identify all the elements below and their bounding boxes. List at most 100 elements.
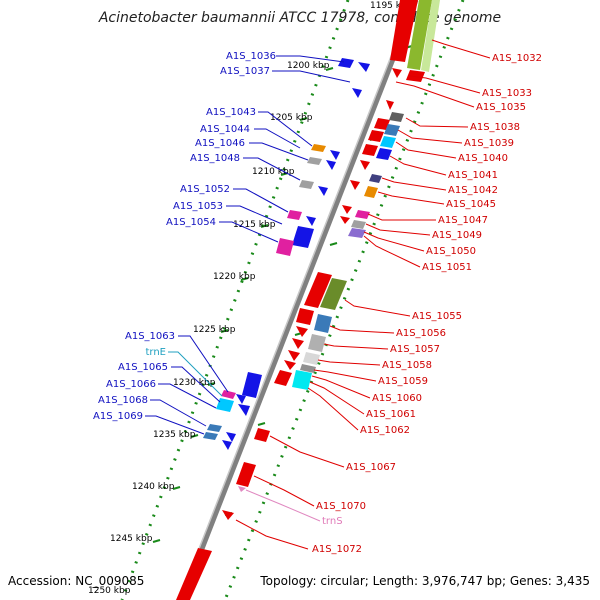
reverse-gene bbox=[330, 150, 340, 160]
gene-label: A1S_1045 bbox=[446, 199, 496, 210]
leader-line bbox=[431, 39, 491, 59]
reverse-gene bbox=[358, 62, 370, 72]
leader-line bbox=[276, 55, 345, 63]
left-gene-labels: A1S_1036 A1S_1037 A1S_1043 A1S_1044 A1S_… bbox=[93, 51, 276, 422]
trna-feature bbox=[221, 390, 236, 399]
forward-gene bbox=[392, 68, 402, 78]
reverse-gene bbox=[222, 440, 232, 450]
leader-line bbox=[311, 375, 371, 399]
forward-gene bbox=[304, 272, 332, 308]
forward-gene bbox=[374, 118, 390, 130]
gene-label: A1S_1065 bbox=[118, 362, 168, 373]
gene-label-trna: trnE bbox=[145, 347, 166, 358]
gene-label: A1S_1066 bbox=[106, 379, 156, 390]
feature-block bbox=[351, 220, 366, 229]
gene-label: A1S_1068 bbox=[98, 395, 148, 406]
gene-label: A1S_1067 bbox=[346, 462, 396, 473]
forward-gene bbox=[390, 0, 418, 62]
reverse-gene bbox=[292, 226, 314, 248]
gene-label: A1S_1039 bbox=[464, 138, 514, 149]
reverse-gene bbox=[338, 58, 354, 68]
leader-line bbox=[249, 142, 309, 161]
forward-gene bbox=[254, 428, 270, 442]
reverse-gene bbox=[242, 372, 262, 398]
reverse-gene bbox=[226, 432, 236, 442]
tick-label: 1245 kbp bbox=[110, 534, 153, 544]
leader-line bbox=[150, 399, 207, 427]
forward-gene bbox=[176, 548, 212, 600]
gene-label: A1S_1048 bbox=[190, 153, 240, 164]
tick-mark bbox=[325, 67, 334, 71]
feature-block bbox=[384, 124, 400, 136]
leader-line bbox=[145, 415, 205, 435]
tick-mark bbox=[220, 329, 229, 333]
gene-label: A1S_1052 bbox=[180, 184, 230, 195]
leader-line bbox=[344, 299, 411, 317]
feature-block bbox=[308, 334, 326, 352]
feature-block bbox=[389, 112, 404, 122]
tick-mark bbox=[172, 486, 181, 490]
tick-label: 1200 kbp bbox=[287, 61, 330, 71]
leader-line bbox=[329, 325, 395, 334]
gene-label: A1S_1038 bbox=[470, 122, 520, 133]
gene-label: A1S_1054 bbox=[166, 217, 216, 228]
leader-line bbox=[272, 70, 351, 83]
gene-label: A1S_1047 bbox=[438, 215, 488, 226]
gene-label: A1S_1040 bbox=[458, 153, 508, 164]
leader-line bbox=[381, 177, 447, 191]
feature-block bbox=[276, 238, 294, 256]
leader-line-trna bbox=[168, 351, 223, 397]
tick-mark bbox=[257, 422, 266, 426]
leader-line bbox=[253, 475, 315, 507]
gene-label: A1S_1042 bbox=[448, 185, 498, 196]
feature-block bbox=[203, 432, 218, 440]
right-leader-lines bbox=[235, 39, 491, 550]
tick-mark bbox=[299, 117, 308, 121]
reverse-gene bbox=[326, 160, 336, 170]
tick-mark bbox=[260, 224, 269, 228]
forward-gene bbox=[288, 350, 300, 361]
feature-block bbox=[355, 210, 370, 219]
forward-gene bbox=[296, 326, 308, 337]
tick-mark bbox=[329, 242, 338, 246]
gene-label: A1S_1033 bbox=[482, 88, 532, 99]
leader-line bbox=[395, 141, 457, 159]
forward-gene bbox=[284, 360, 296, 370]
leader-line bbox=[317, 359, 381, 366]
reverse-strand-features bbox=[203, 58, 370, 450]
reverse-gene bbox=[318, 186, 328, 196]
reverse-gene bbox=[306, 216, 316, 226]
gene-label: A1S_1062 bbox=[360, 425, 410, 436]
gene-label: A1S_1072 bbox=[312, 544, 362, 555]
left-leader-lines bbox=[145, 55, 351, 435]
scale-tick-labels: 1200 kbp 1205 kbp 1210 kbp 1215 kbp 1220… bbox=[88, 1, 413, 596]
gene-label: A1S_1061 bbox=[366, 409, 416, 420]
gene-label: A1S_1059 bbox=[378, 376, 428, 387]
right-gene-labels: A1S_1032 A1S_1033 A1S_1035 A1S_1038 A1S_… bbox=[312, 53, 542, 555]
leader-line bbox=[377, 191, 445, 205]
genome-summary: Topology: circular; Length: 3,976,747 bp… bbox=[260, 574, 590, 588]
forward-gene bbox=[274, 370, 292, 386]
feature-block bbox=[292, 370, 312, 390]
gene-label: A1S_1055 bbox=[412, 311, 462, 322]
leader-line bbox=[397, 129, 463, 144]
leader-line-rrna bbox=[245, 489, 321, 522]
gene-label-rrna: trnS bbox=[322, 516, 343, 527]
gene-label: A1S_1063 bbox=[125, 331, 175, 342]
leader-line bbox=[363, 231, 425, 252]
leader-line bbox=[389, 155, 447, 176]
feature-block bbox=[369, 174, 382, 183]
tick-label-top: 1195 kbp bbox=[370, 1, 413, 11]
leader-line bbox=[365, 223, 431, 236]
tick-label: 1250 kbp bbox=[88, 586, 131, 596]
tick-mark bbox=[152, 539, 161, 543]
feature-block bbox=[303, 352, 320, 365]
feature-block bbox=[216, 398, 234, 412]
feature-block bbox=[320, 278, 347, 310]
gene-label: A1S_1069 bbox=[93, 411, 143, 422]
tick-label: 1215 kbp bbox=[233, 220, 276, 230]
leader-line bbox=[363, 235, 421, 268]
forward-gene bbox=[340, 216, 350, 224]
leader-line bbox=[269, 435, 345, 468]
